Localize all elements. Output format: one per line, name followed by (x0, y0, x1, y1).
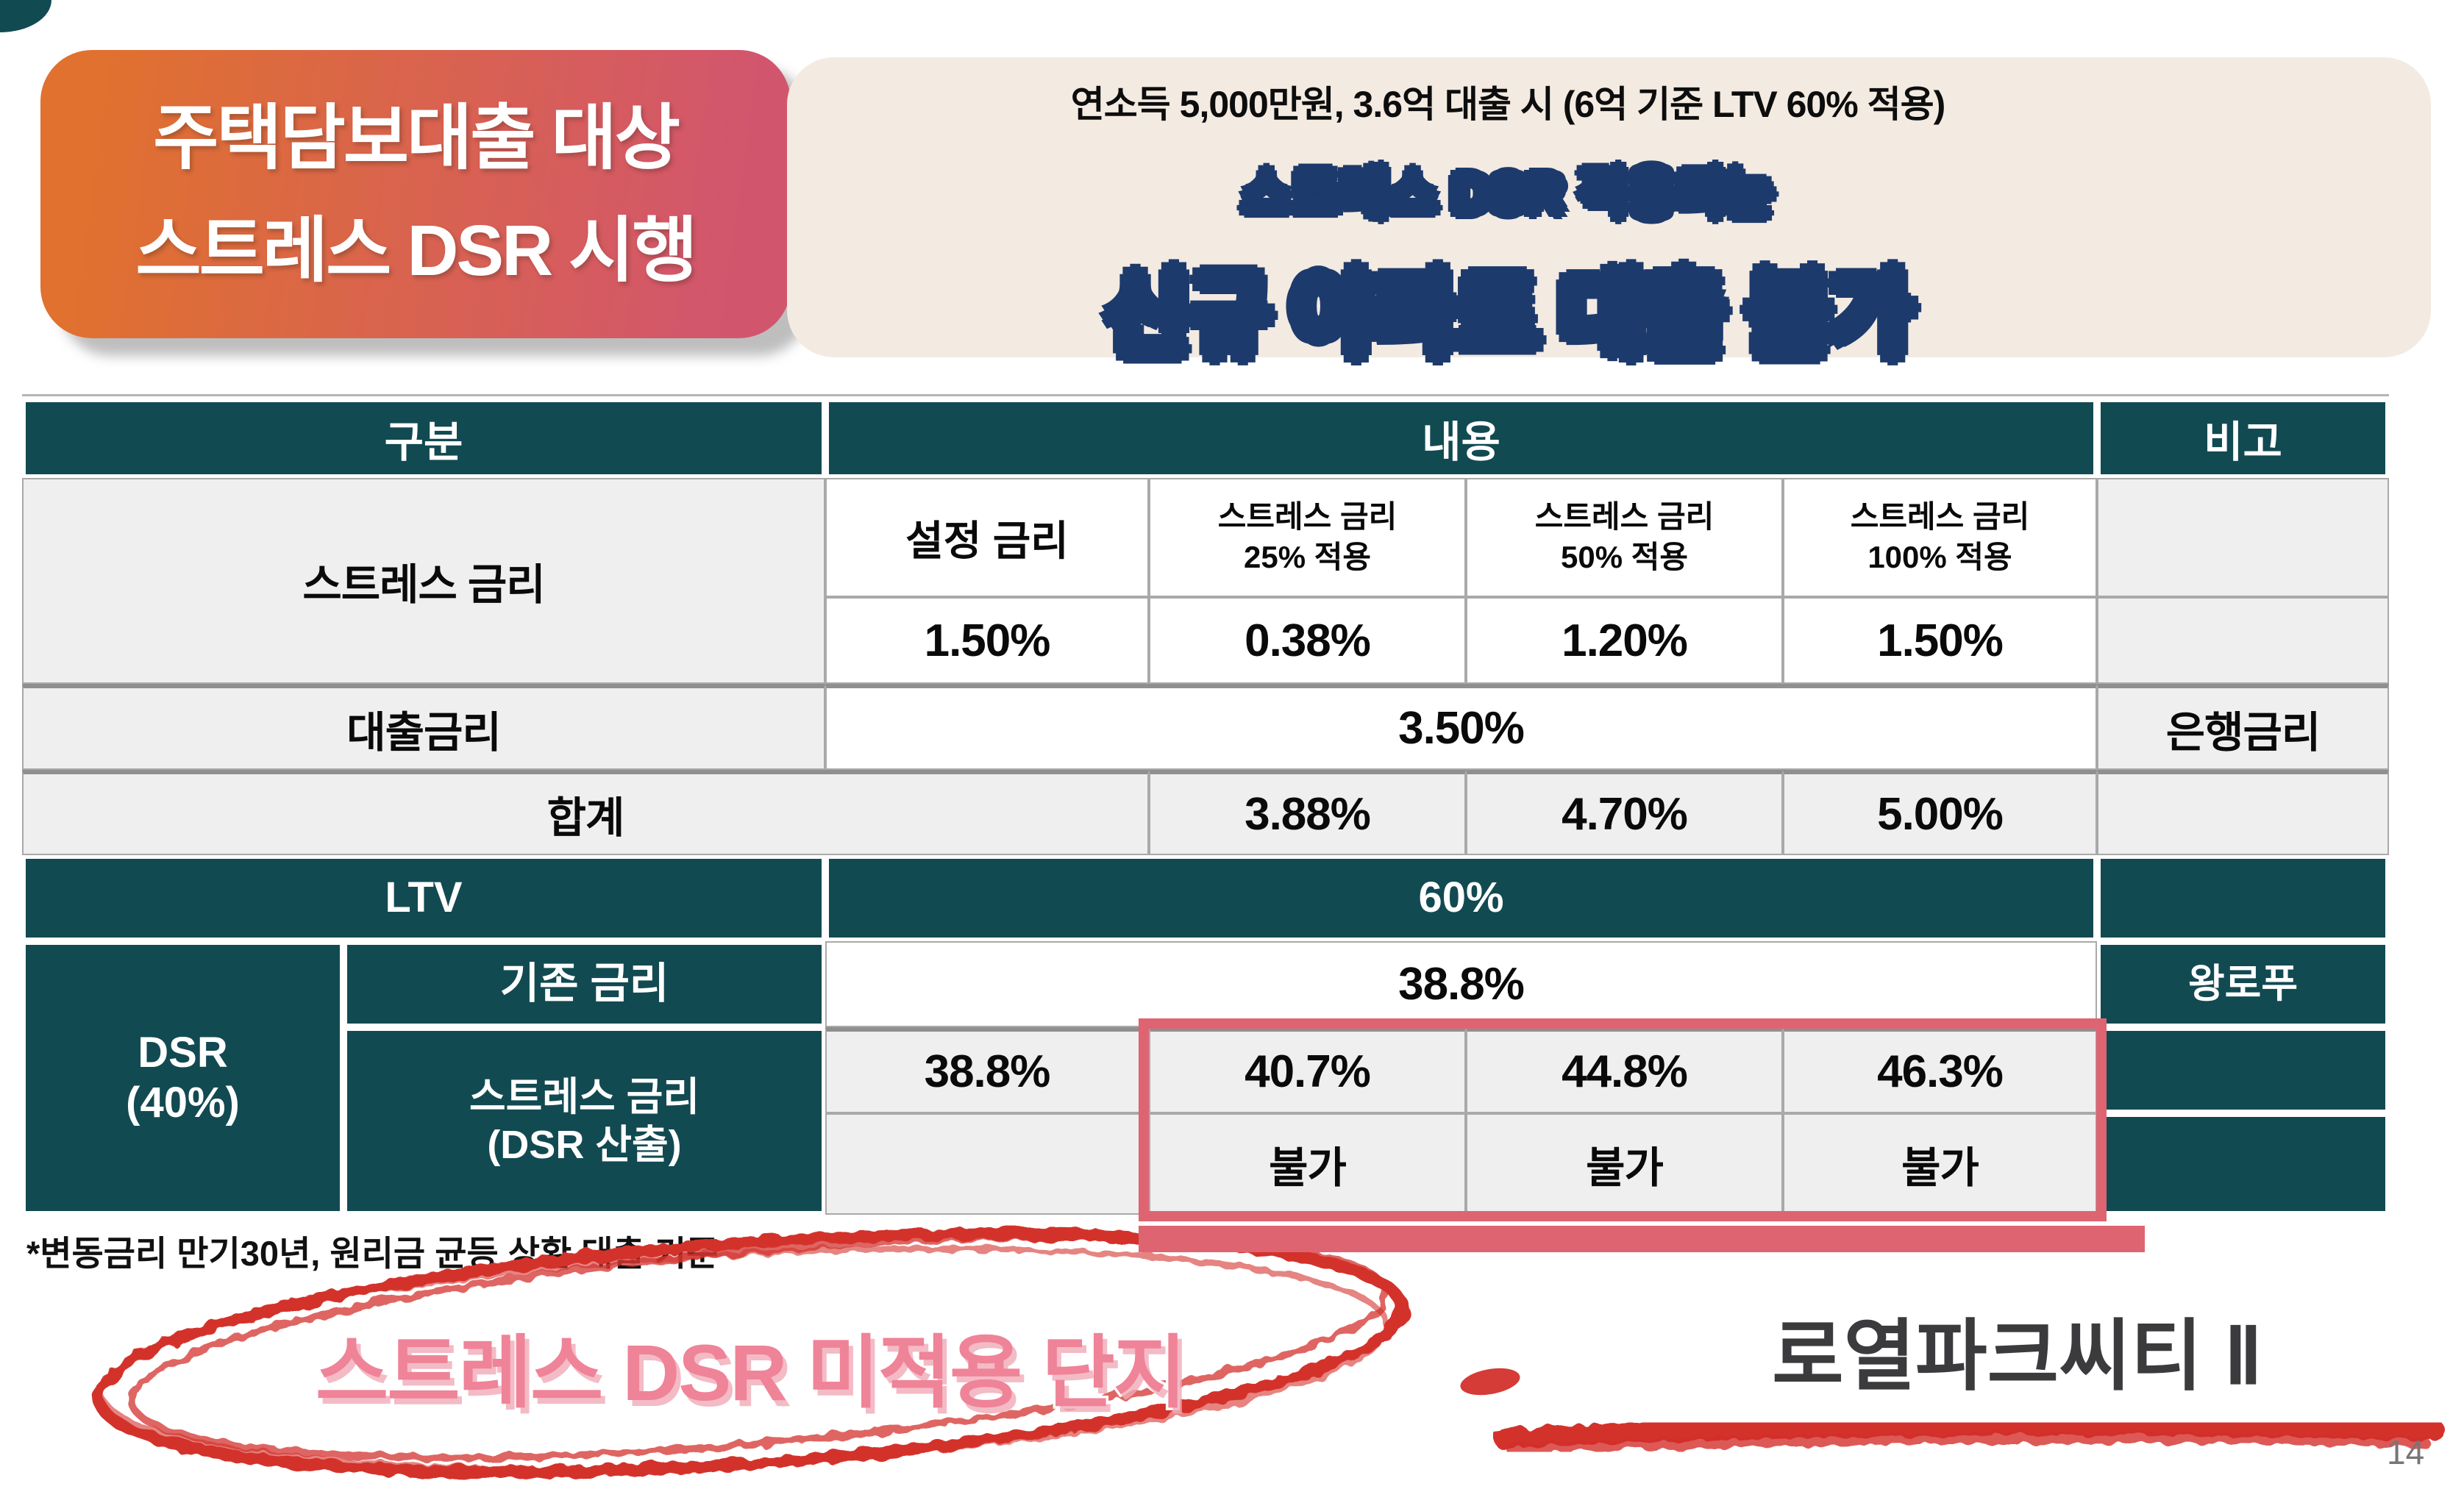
subheader-stress-100: 스트레스 금리 100% 적용 (1783, 478, 2097, 597)
stress-value-50: 1.20% (1466, 597, 1783, 684)
dsr-result-50: 불가 (1466, 1113, 1783, 1215)
subheader-stress-25-line2: 25% 적용 (1243, 540, 1371, 574)
red-ellipse-drawing (93, 1228, 1408, 1478)
headline-block: 연소득 5,000만원, 3.6억 대출 시 (6억 기준 LTV 60% 적용… (846, 75, 2170, 373)
banner-title-line2: 스트레스 DSR 시행 (135, 210, 697, 290)
total-value-25: 3.88% (1149, 770, 1466, 855)
loan-rate-value: 3.50% (825, 684, 2097, 770)
subheader-stress-50-line1: 스트레스 금리 (1534, 499, 1715, 535)
dsr-stress-label-line2: (DSR 산출) (487, 1122, 682, 1167)
table-top-border (22, 394, 2389, 396)
dsr-existing-note: 왕로푸 (2097, 941, 2389, 1027)
total-row-label: 합계 (22, 770, 1149, 855)
total-value-50: 4.70% (1466, 770, 1783, 855)
note-cell-empty-5 (2097, 1027, 2389, 1113)
dsr-result-100: 불가 (1783, 1113, 2097, 1215)
dsr-stress-value-25: 40.7% (1149, 1027, 1466, 1113)
dsr-row-label: DSR (40%) (22, 941, 343, 1215)
ltv-row-label: LTV (22, 855, 825, 941)
loan-rate-label: 대출금리 (22, 684, 825, 770)
dsr-stress-value-50: 44.8% (1466, 1027, 1783, 1113)
stress-value-25: 0.38% (1149, 597, 1466, 684)
red-highlight-underbar (1139, 1226, 2145, 1252)
headline-panel (787, 57, 2431, 357)
subheader-stress-50-line2: 50% 적용 (1560, 540, 1688, 574)
stress-rate-row-label: 스트레스 금리 (22, 478, 825, 684)
loan-rate-note: 은행금리 (2097, 684, 2389, 770)
dsr-existing-label: 기존 금리 (343, 941, 825, 1027)
note-cell-empty-2 (2097, 597, 2389, 684)
stress-value-set: 1.50% (825, 597, 1149, 684)
corner-accent-shape (0, 0, 51, 32)
dsr-existing-value: 38.8% (825, 941, 2097, 1027)
project-name: 로열파크씨티 Ⅱ (1772, 1313, 2262, 1400)
stamp-text: 스트레스 DSR 미적용 단지 (313, 1326, 1189, 1420)
page-number: 14 (2387, 1433, 2425, 1471)
ltv-row-value: 60% (825, 855, 2097, 941)
subheader-stress-25-line1: 스트레스 금리 (1217, 499, 1397, 535)
stamp-area: 스트레스 DSR 미적용 단지 (59, 1222, 1442, 1485)
red-ink-blob (1458, 1364, 1523, 1399)
table-header-gubun: 구분 (22, 399, 825, 478)
red-highlight-box (1139, 1018, 2107, 1221)
note-cell-empty-6 (2097, 1113, 2389, 1215)
dsr-stress-label: 스트레스 금리 (DSR 산출) (343, 1027, 825, 1215)
rate-table: 구분 내용 비고 스트레스 금리 설정 금리 스트레스 금리 25% 적용 스트… (22, 399, 2389, 1252)
dsr-stress-value-set: 38.8% (825, 1027, 1149, 1113)
note-cell-empty-4 (2097, 855, 2389, 941)
title-banner: 주택담보대출 대상 스트레스 DSR 시행 (40, 50, 791, 338)
dsr-result-empty (825, 1113, 1149, 1215)
loan-condition-text: 연소득 5,000만원, 3.6억 대출 시 (6억 기준 LTV 60% 적용… (1070, 84, 1945, 125)
table-header-bigo: 비고 (2097, 399, 2389, 478)
total-value-100: 5.00% (1783, 770, 2097, 855)
note-cell-empty-3 (2097, 770, 2389, 855)
subheader-stress-50: 스트레스 금리 50% 적용 (1466, 478, 1783, 597)
dsr-label-line2: (40%) (126, 1079, 240, 1126)
red-underline-drawing (1493, 1408, 2453, 1467)
table-header-naeyong: 내용 (825, 399, 2097, 478)
note-cell-empty-1 (2097, 478, 2389, 597)
banner-title-line1: 주택담보대출 대상 (153, 98, 680, 178)
subheader-set-rate: 설정 금리 (825, 478, 1149, 597)
subheader-stress-100-line1: 스트레스 금리 (1850, 499, 2030, 535)
subheader-stress-100-line2: 100% 적용 (1867, 540, 2012, 574)
dsr-stress-label-line1: 스트레스 금리 (469, 1074, 700, 1119)
stress-value-100: 1.50% (1783, 597, 2097, 684)
headline-main-text: 신규 아파트 대출 불가 (1102, 261, 1916, 370)
subheader-stress-25: 스트레스 금리 25% 적용 (1149, 478, 1466, 597)
dsr-stress-value-100: 46.3% (1783, 1027, 2097, 1113)
dsr-label-line1: DSR (138, 1028, 228, 1076)
headline-sub-text: 스트레스 DSR 적용되는 (1240, 163, 1776, 226)
